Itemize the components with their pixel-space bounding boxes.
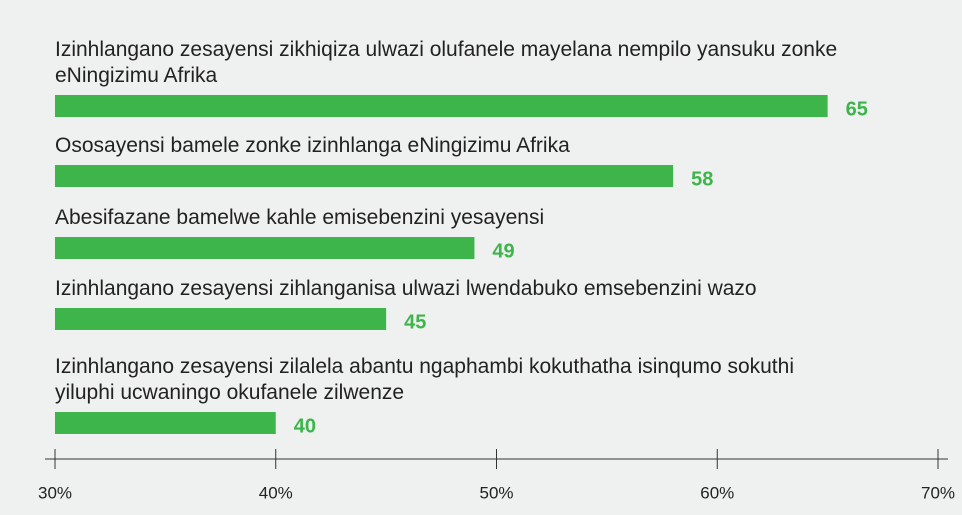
x-tick-label: 70%	[921, 483, 955, 502]
x-tick-label: 50%	[479, 483, 513, 502]
value-label: 40	[294, 415, 316, 437]
bar	[55, 237, 475, 259]
value-label: 65	[846, 98, 868, 120]
category-label: Abesifazane bamelwe kahle emisebenzini y…	[55, 206, 545, 229]
category-label: Izinhlangano zesayensi zilalela abantu n…	[55, 355, 794, 404]
bar	[55, 165, 674, 187]
value-label: 49	[492, 240, 514, 262]
x-tick-label: 60%	[700, 483, 734, 502]
category-label: Ososayensi bamele zonke izinhlanga eNing…	[55, 134, 570, 157]
value-label: 45	[404, 311, 426, 333]
bar	[55, 95, 828, 117]
bar	[55, 308, 387, 330]
category-label: Izinhlangano zesayensi zihlanganisa ulwa…	[55, 277, 757, 300]
x-tick-label: 30%	[38, 483, 72, 502]
bar	[55, 412, 276, 434]
category-label: Izinhlangano zesayensi zikhiqiza ulwazi …	[55, 38, 838, 87]
value-label: 58	[691, 168, 713, 190]
x-tick-label: 40%	[259, 483, 293, 502]
